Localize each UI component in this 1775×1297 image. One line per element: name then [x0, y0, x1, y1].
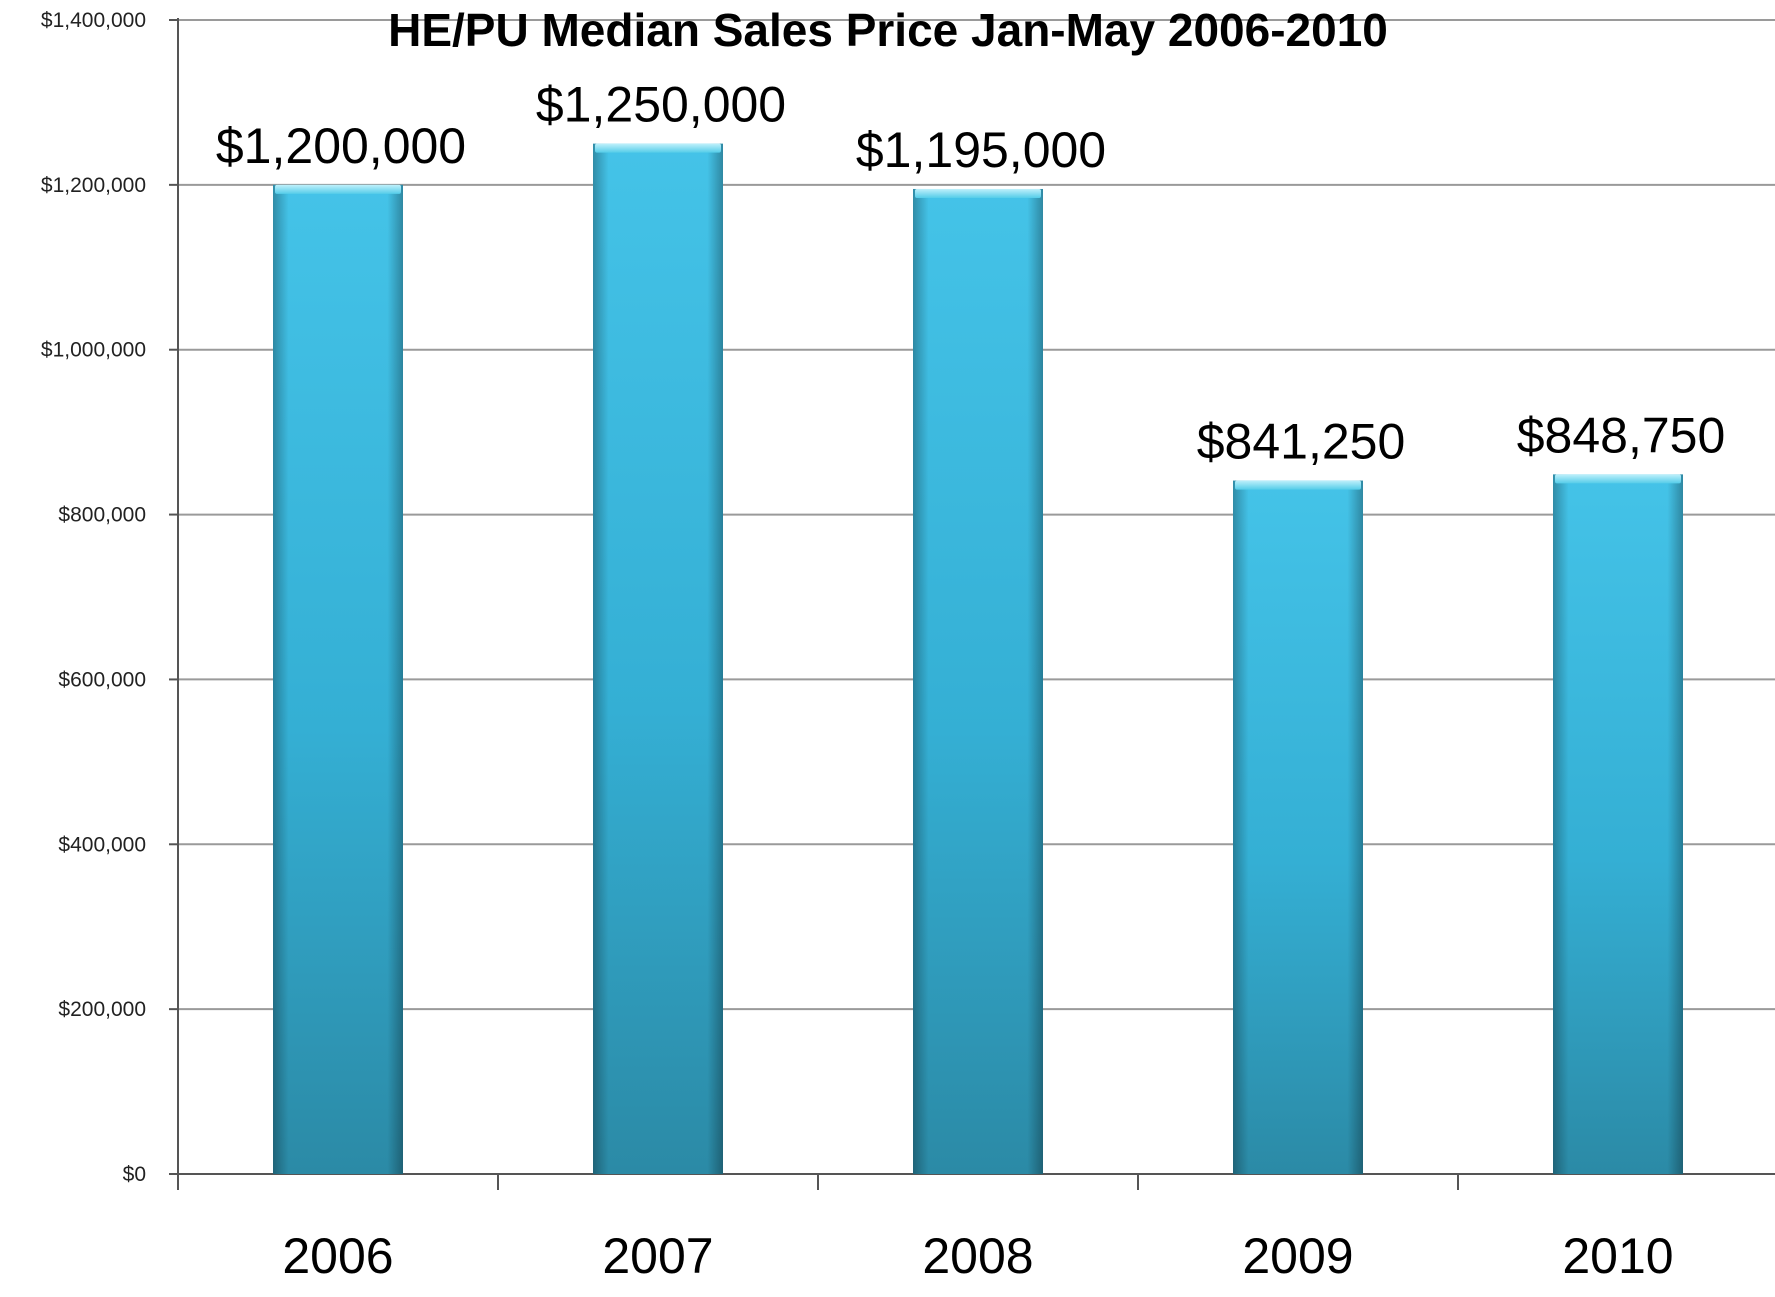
bar-top-highlight: [915, 188, 1041, 198]
labels: $0 $200,000 $400,000 $600,000 $800,000 $1,000…: [41, 9, 1725, 1284]
bar-top-highlight: [595, 143, 721, 153]
x-tick-label: 2006: [282, 1228, 393, 1284]
y-tick-label: $0: [123, 1163, 146, 1186]
bar-top-highlight: [1555, 474, 1681, 484]
y-tick-label: $200,000: [58, 998, 146, 1021]
x-tick-label: 2008: [922, 1228, 1033, 1284]
y-tick-label: $400,000: [58, 833, 146, 856]
bar-shading: [913, 188, 1043, 1174]
value-label: $1,200,000: [216, 118, 466, 174]
x-tick-label: 2009: [1242, 1228, 1353, 1284]
bar-shading: [1233, 480, 1363, 1174]
value-label: $848,750: [1517, 407, 1726, 463]
value-label: $1,250,000: [536, 77, 786, 133]
x-tick-label: 2010: [1562, 1228, 1673, 1284]
x-tick-label: 2007: [602, 1228, 713, 1284]
bar-shading: [593, 143, 723, 1175]
bar-top-highlight: [275, 184, 401, 194]
value-label: $841,250: [1197, 414, 1406, 470]
bar-top-highlight: [1235, 480, 1361, 490]
y-tick-label: $800,000: [58, 504, 146, 527]
bar-shading: [273, 184, 403, 1174]
y-tick-label: $1,000,000: [41, 339, 146, 362]
y-tick-label: $1,400,000: [41, 9, 146, 32]
value-label: $1,195,000: [856, 122, 1106, 178]
bars: [273, 143, 1683, 1175]
chart-title: HE/PU Median Sales Price Jan-May 2006-20…: [388, 4, 1388, 56]
y-tick-label: $1,200,000: [41, 174, 146, 197]
y-tick-label: $600,000: [58, 668, 146, 691]
bar-shading: [1553, 474, 1683, 1174]
